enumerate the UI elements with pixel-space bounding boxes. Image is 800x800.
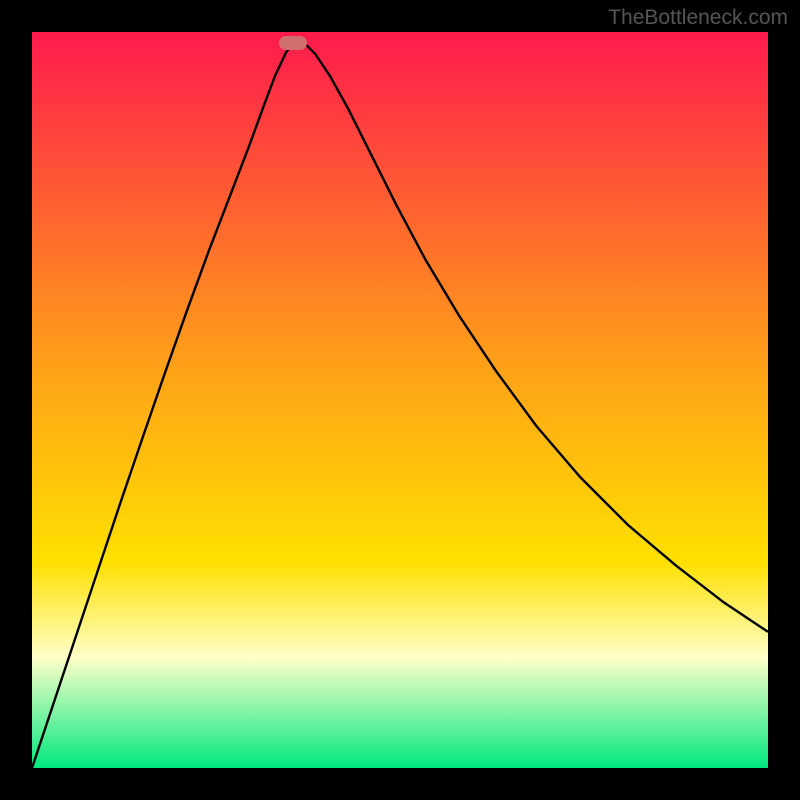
chart-curve: [32, 32, 768, 768]
watermark-text: TheBottleneck.com: [608, 6, 788, 30]
min-point-marker: [279, 36, 307, 50]
chart-plot-area: [32, 32, 768, 768]
